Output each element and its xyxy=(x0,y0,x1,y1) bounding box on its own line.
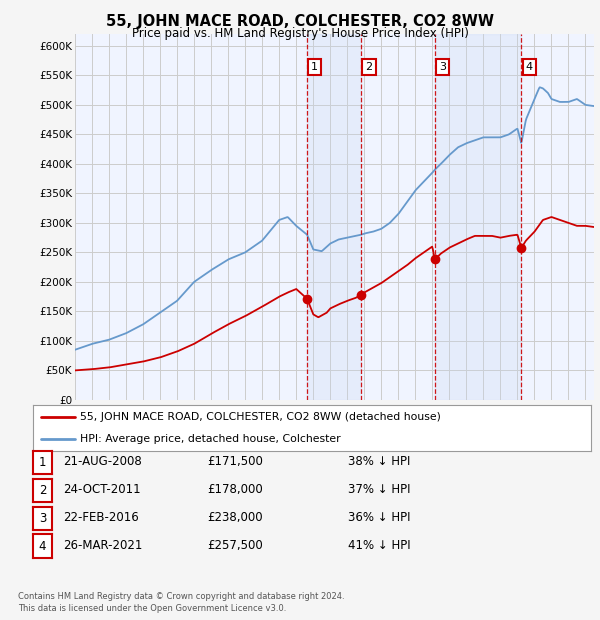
Text: Contains HM Land Registry data © Crown copyright and database right 2024.: Contains HM Land Registry data © Crown c… xyxy=(18,592,344,601)
Text: £257,500: £257,500 xyxy=(207,539,263,552)
Text: 3: 3 xyxy=(39,512,46,525)
Text: 38% ↓ HPI: 38% ↓ HPI xyxy=(348,456,410,468)
Text: 41% ↓ HPI: 41% ↓ HPI xyxy=(348,539,410,552)
Text: 3: 3 xyxy=(439,62,446,72)
Text: £171,500: £171,500 xyxy=(207,456,263,468)
Text: HPI: Average price, detached house, Colchester: HPI: Average price, detached house, Colc… xyxy=(80,434,341,444)
Text: 26-MAR-2021: 26-MAR-2021 xyxy=(63,539,142,552)
Text: 55, JOHN MACE ROAD, COLCHESTER, CO2 8WW (detached house): 55, JOHN MACE ROAD, COLCHESTER, CO2 8WW … xyxy=(80,412,442,422)
Text: 37% ↓ HPI: 37% ↓ HPI xyxy=(348,484,410,496)
Text: 36% ↓ HPI: 36% ↓ HPI xyxy=(348,512,410,524)
Text: 24-OCT-2011: 24-OCT-2011 xyxy=(63,484,140,496)
Text: Price paid vs. HM Land Registry's House Price Index (HPI): Price paid vs. HM Land Registry's House … xyxy=(131,27,469,40)
Bar xyxy=(307,34,361,400)
Text: 55, JOHN MACE ROAD, COLCHESTER, CO2 8WW: 55, JOHN MACE ROAD, COLCHESTER, CO2 8WW xyxy=(106,14,494,29)
Bar xyxy=(435,34,521,400)
Text: 21-AUG-2008: 21-AUG-2008 xyxy=(63,456,142,468)
Text: 22-FEB-2016: 22-FEB-2016 xyxy=(63,512,139,524)
Text: 1: 1 xyxy=(39,456,46,469)
Text: 4: 4 xyxy=(526,62,533,72)
Text: 4: 4 xyxy=(39,540,46,552)
Text: £238,000: £238,000 xyxy=(207,512,263,524)
Text: 2: 2 xyxy=(365,62,373,72)
Text: 2: 2 xyxy=(39,484,46,497)
Text: This data is licensed under the Open Government Licence v3.0.: This data is licensed under the Open Gov… xyxy=(18,603,286,613)
Text: £178,000: £178,000 xyxy=(207,484,263,496)
Text: 1: 1 xyxy=(311,62,319,72)
